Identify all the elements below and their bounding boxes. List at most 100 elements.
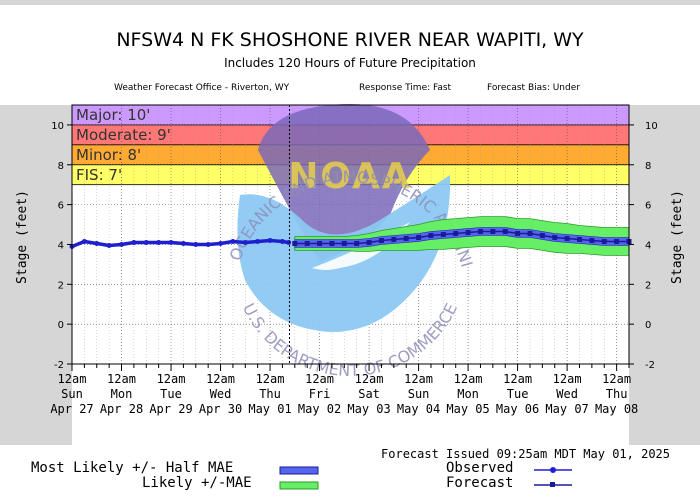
- y-tick-label-left: 0: [58, 320, 64, 331]
- forecast-point: [329, 240, 335, 246]
- legend-half-mae-swatch: [279, 466, 319, 475]
- observed-point: [255, 238, 261, 244]
- forecast-issued-text: Forecast Issued 09:25am MDT May 01, 2025: [381, 447, 670, 461]
- observed-point: [143, 239, 149, 245]
- legend-mae-swatch: [279, 481, 319, 490]
- observed-point: [168, 239, 174, 245]
- x-tick-label-date: May 05: [446, 402, 489, 416]
- y-tick-label-right: 4: [645, 240, 651, 251]
- x-tick-label-date: May 08: [595, 402, 638, 416]
- legend-mae-label: Likely +/-MAE: [142, 475, 252, 491]
- forecast-point: [378, 237, 384, 243]
- x-tick-label-time: 12am: [355, 372, 384, 386]
- forecast-point: [539, 232, 545, 238]
- forecast-point: [366, 239, 372, 245]
- forecast-point: [490, 229, 496, 235]
- x-tick-label-day: Thu: [259, 387, 281, 401]
- observed-point: [119, 241, 125, 247]
- legend-observed-label: Observed: [446, 460, 513, 476]
- flood-category-label: Moderate: 9': [76, 126, 171, 144]
- plot-border: [71, 104, 630, 365]
- x-tick-label-day: Tue: [507, 387, 529, 401]
- chart-header: NFSW4 N FK SHOSHONE RIVER NEAR WAPITI, W…: [114, 29, 584, 93]
- flood-category-labels: Major: 10' Moderate: 9' Minor: 8' FIS: 7': [76, 106, 171, 184]
- forecast-point: [564, 235, 570, 241]
- x-tick-label-time: 12am: [107, 372, 136, 386]
- x-tick-label-time: 12am: [157, 372, 186, 386]
- y-tick-label-right: 2: [645, 280, 651, 291]
- x-tick-label-date: Apr 30: [199, 402, 242, 416]
- flood-category-label: FIS: 7': [76, 166, 122, 184]
- x-tick-label-date: May 02: [298, 402, 341, 416]
- y-tick-label-right: 6: [645, 201, 651, 212]
- observed-point: [193, 241, 199, 247]
- forecast-point: [465, 230, 471, 236]
- x-tick-label-date: May 04: [397, 402, 440, 416]
- x-tick-label-day: Sun: [408, 387, 430, 401]
- x-tick-label-day: Sat: [358, 387, 380, 401]
- x-tick-label-time: 12am: [256, 372, 285, 386]
- x-tick-label-date: May 01: [248, 402, 291, 416]
- y-tick-label-left: -2: [54, 360, 64, 371]
- x-tick-label-date: Apr 29: [149, 402, 192, 416]
- x-tick-label-day: Sun: [61, 387, 83, 401]
- x-tick-label-time: 12am: [553, 372, 582, 386]
- observed-point: [180, 240, 186, 246]
- x-tick-label-time: 12am: [58, 372, 87, 386]
- y-tick-label-right: -2: [645, 360, 655, 371]
- observed-point: [279, 238, 285, 244]
- x-tick-label-day: Mon: [457, 387, 479, 401]
- x-tick-label-date: Apr 27: [50, 402, 93, 416]
- observed-point: [106, 242, 112, 248]
- forecast-office: Weather Forecast Office - Riverton, WY: [114, 83, 290, 93]
- flood-category-label: Minor: 8': [76, 146, 141, 164]
- flood-category-label: Major: 10': [76, 106, 150, 124]
- x-tick-label-time: 12am: [404, 372, 433, 386]
- forecast-point: [317, 240, 323, 246]
- observed-point: [242, 239, 248, 245]
- observed-point: [131, 239, 137, 245]
- right-gutter: [629, 105, 700, 445]
- forecast-point: [601, 238, 607, 244]
- x-tick-label-time: 12am: [454, 372, 483, 386]
- observed-point: [267, 237, 273, 243]
- forecast-point: [527, 231, 533, 237]
- x-tick-label-time: 12am: [503, 372, 532, 386]
- noaa-water-shape: [237, 175, 451, 333]
- noaa-logo-text: NOAA: [288, 156, 412, 197]
- x-tick-label-day: Fri: [309, 387, 331, 401]
- observed-point: [286, 239, 292, 245]
- forecast-point: [477, 229, 483, 235]
- x-tick-label-time: 12am: [602, 372, 631, 386]
- y-tick-label-left: 4: [58, 240, 64, 251]
- chart-title: NFSW4 N FK SHOSHONE RIVER NEAR WAPITI, W…: [116, 29, 584, 51]
- observed-point: [218, 240, 224, 246]
- observed-point: [230, 238, 236, 244]
- forecast-line: [294, 230, 629, 245]
- forecast-point: [304, 240, 310, 246]
- forecast-bias: Forecast Bias: Under: [487, 83, 580, 93]
- left-gutter: [0, 105, 72, 445]
- response-time: Response Time: Fast: [359, 83, 452, 93]
- observed-point: [156, 239, 162, 245]
- x-tick-label-time: 12am: [305, 372, 334, 386]
- legend-observed-marker: [550, 467, 556, 473]
- x-tick-label-day: Thu: [606, 387, 628, 401]
- forecast-point: [576, 236, 582, 242]
- x-tick-label-day: Wed: [556, 387, 578, 401]
- y-tick-label-right: 10: [645, 121, 658, 132]
- y-tick-label-left: 6: [58, 201, 64, 212]
- x-tick-label-time: 12am: [206, 372, 235, 386]
- chart-footer: Forecast Issued 09:25am MDT May 01, 2025…: [31, 447, 670, 491]
- forecast-point: [552, 234, 558, 240]
- y-axis-label-left: Stage (feet): [15, 190, 30, 284]
- chart-subtitle: Includes 120 Hours of Future Precipitati…: [224, 56, 476, 70]
- x-tick-label-date: Apr 28: [100, 402, 143, 416]
- forecast-point: [416, 234, 422, 240]
- forecast-point: [502, 229, 508, 235]
- forecast-point: [428, 232, 434, 238]
- forecast-point: [440, 232, 446, 237]
- legend-half-mae-label: Most Likely +/- Half MAE: [31, 460, 233, 476]
